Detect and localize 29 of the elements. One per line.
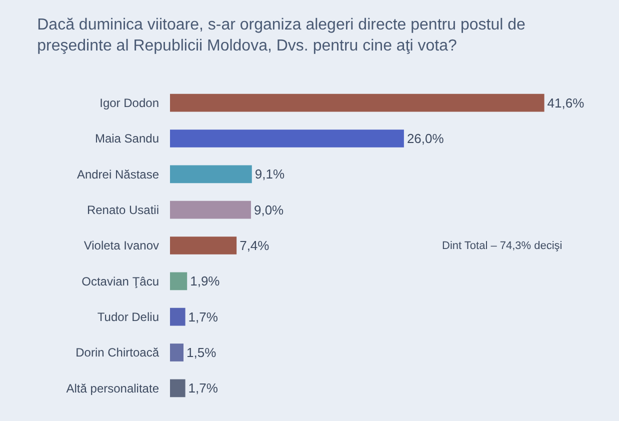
bar <box>170 200 251 219</box>
y-tick-label: Tudor Deliu <box>97 310 159 324</box>
y-tick-label: Octavian Ţâcu <box>82 274 159 288</box>
data-label: 7,4% <box>240 238 270 253</box>
bar <box>170 94 544 112</box>
y-tick-label: Maia Sandu <box>94 132 159 146</box>
y-tick-label: Dorin Chirtoacă <box>76 346 160 360</box>
data-label: 1,5% <box>186 345 217 360</box>
bar <box>170 272 188 290</box>
y-tick-label: Andrei Năstase <box>76 167 160 182</box>
y-tick-label: Renato Usatii <box>86 203 159 218</box>
y-tick-label: Altă personalitate <box>66 381 160 396</box>
bar <box>170 130 404 148</box>
y-tick-label: Violeta Ivanov <box>84 238 159 253</box>
data-label: 1,9% <box>190 274 220 289</box>
chart-title: Dacă duminica viitoare, s-ar organiza alegeri directe pentru postul de preşedinte al Republicii Moldova, Dvs. pentru cine aţi vota? <box>37 16 526 54</box>
data-label: 41,6% <box>547 95 585 110</box>
data-label: 1,7% <box>188 380 218 396</box>
y-tick-label: Igor Dodon <box>100 96 159 110</box>
data-label: 9,0% <box>254 202 284 218</box>
data-label: 26,0% <box>406 131 444 146</box>
data-label: 9,1% <box>254 166 285 182</box>
bar <box>170 236 237 254</box>
data-label: 1,7% <box>188 309 218 324</box>
bar <box>170 308 186 326</box>
bar <box>170 344 184 362</box>
bar <box>170 165 252 184</box>
annotation: Dint Total – 74,3% decişi <box>442 240 562 252</box>
bar <box>170 379 186 398</box>
